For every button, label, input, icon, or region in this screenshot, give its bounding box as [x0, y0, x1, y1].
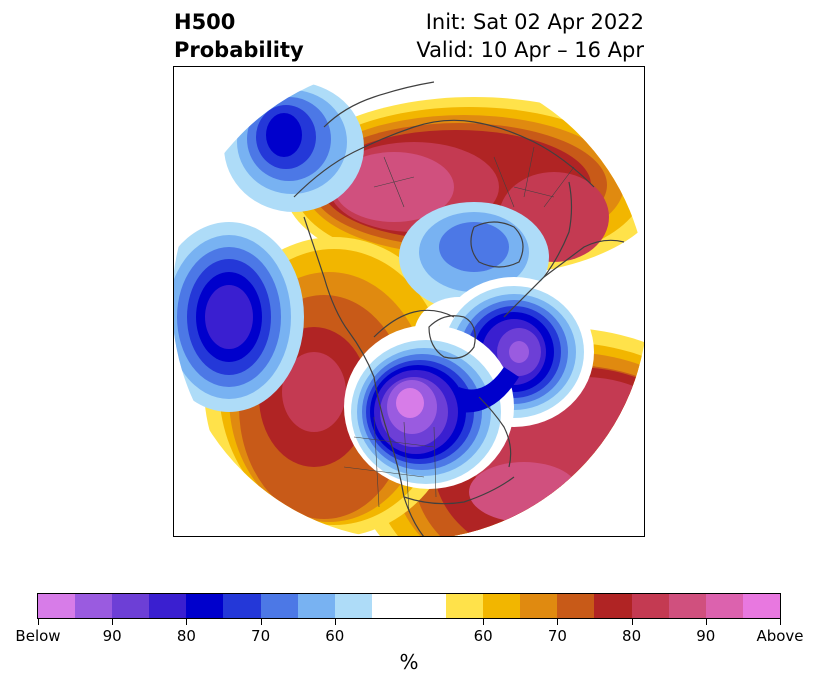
title-variable: H500: [174, 10, 236, 34]
colorbar-tick-label: 90: [102, 627, 122, 645]
colorbar-segment: [112, 594, 150, 618]
colorbar-segment: [260, 594, 298, 618]
colorbar-tick: [260, 619, 262, 625]
title-right: Init: Sat 02 Apr 2022 Valid: 10 Apr – 16…: [416, 8, 644, 64]
colorbar-segment: [371, 594, 447, 618]
colorbar-unit: %: [399, 650, 419, 674]
anomaly-gulf-alaska-low: [224, 82, 364, 212]
colorbar-segment: [75, 594, 113, 618]
trough-link: [459, 367, 519, 413]
colorbar-segment: [483, 594, 521, 618]
colorbar-tick: [112, 619, 114, 625]
filled-contours: [174, 67, 644, 536]
colorbar: [37, 593, 781, 619]
colorbar-segment: [520, 594, 558, 618]
colorbar-tick-label: 90: [696, 627, 716, 645]
colorbar-segment: [705, 594, 743, 618]
colorbar-tick: [186, 619, 188, 625]
coastlines: [293, 81, 625, 536]
colorbar-tick-label: 70: [547, 627, 567, 645]
init-date: Init: Sat 02 Apr 2022: [425, 10, 644, 34]
colorbar-segment: [334, 594, 372, 618]
valid-range: Valid: 10 Apr – 16 Apr: [416, 38, 644, 62]
colorbar-tick-label: 60: [325, 627, 345, 645]
colorbar-tick-label: Above: [756, 627, 804, 645]
anomaly-east-canada-trough: [344, 325, 514, 489]
colorbar-segment: [668, 594, 706, 618]
colorbar-segment: [742, 594, 780, 618]
colorbar-segment: [297, 594, 335, 618]
colorbar-tick-label: 60: [473, 627, 493, 645]
colorbar-segment: [38, 594, 76, 618]
map-canvas: [174, 67, 644, 536]
anomaly-pacific-low: [174, 222, 304, 412]
colorbar-segment: [149, 594, 187, 618]
colorbar-tick-label: Below: [15, 627, 61, 645]
colorbar-tick-label: 70: [251, 627, 271, 645]
colorbar-segment: [223, 594, 261, 618]
colorbar-tick: [631, 619, 633, 625]
title-product: Probability: [174, 38, 304, 62]
probability-map: [173, 66, 645, 537]
colorbar-segment: [557, 594, 595, 618]
colorbar-tick: [38, 619, 39, 625]
colorbar-segment: [186, 594, 224, 618]
colorbar-tick-label: 80: [176, 627, 196, 645]
colorbar-tick: [557, 619, 559, 625]
colorbar-tick: [705, 619, 707, 625]
title-left: H500 Probability: [174, 8, 304, 64]
colorbar-tick: [483, 619, 485, 625]
borders: [343, 146, 575, 513]
colorbar-tick: [334, 619, 336, 625]
colorbar-segment: [594, 594, 632, 618]
colorbar-tick: [780, 619, 781, 625]
colorbar-segment: [631, 594, 669, 618]
colorbar-tick-label: 80: [622, 627, 642, 645]
colorbar-segment: [446, 594, 484, 618]
